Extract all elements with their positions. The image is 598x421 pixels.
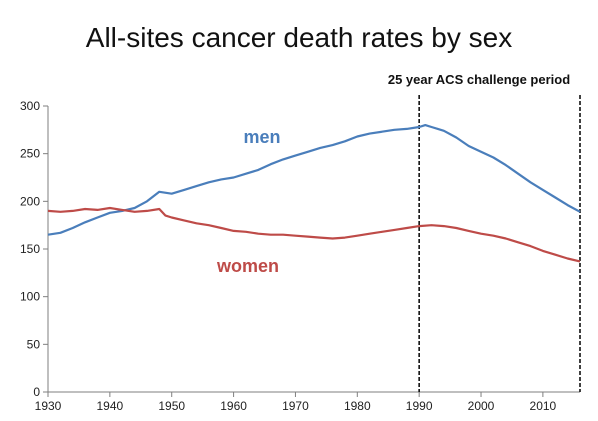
x-tick-label: 1980 (344, 399, 371, 413)
x-tick-label: 1960 (220, 399, 247, 413)
series-line-men (47, 124, 581, 236)
y-tick-label: 200 (20, 194, 40, 208)
y-tick-label: 0 (33, 385, 40, 399)
y-tick-label: 150 (20, 242, 40, 256)
x-tick-label: 1990 (406, 399, 433, 413)
y-tick-label: 50 (27, 337, 41, 351)
women-series-label: women (216, 256, 279, 276)
chart-title: All-sites cancer death rates by sex (85, 22, 513, 53)
x-tick-label: 2000 (468, 399, 495, 413)
ticks: 0 50 100 150 200 250 300 1930 1940 1950 1960 1970 19… (20, 99, 557, 413)
series-group (47, 124, 581, 263)
y-tick-label: 250 (20, 147, 40, 161)
x-tick-label: 1950 (158, 399, 185, 413)
challenge-period-label: 25 year ACS challenge period (388, 72, 570, 87)
x-tick-label: 1930 (35, 399, 62, 413)
period-lines (418, 95, 581, 392)
x-tick-label: 1940 (97, 399, 124, 413)
x-tick-label: 2010 (530, 399, 557, 413)
men-series-label: men (243, 127, 280, 147)
series-line-women (47, 206, 581, 263)
y-tick-label: 300 (20, 99, 40, 113)
x-tick-label: 1970 (282, 399, 309, 413)
y-tick-label: 100 (20, 290, 40, 304)
annotations: men women 25 year ACS challenge period (216, 72, 570, 276)
